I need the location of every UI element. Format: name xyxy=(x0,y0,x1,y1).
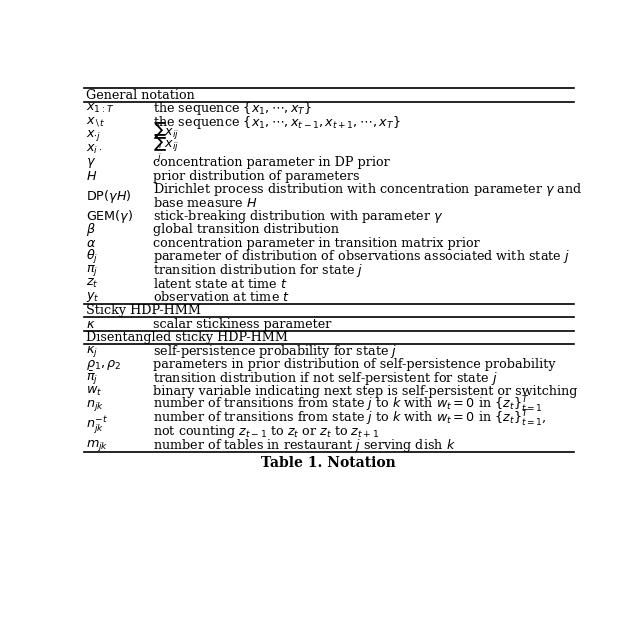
Text: $x_{\cdot j}$: $x_{\cdot j}$ xyxy=(86,128,101,143)
Text: parameter of distribution of observations associated with state $j$: parameter of distribution of observation… xyxy=(154,248,570,266)
Text: $\gamma$: $\gamma$ xyxy=(86,156,96,170)
Text: $y_t$: $y_t$ xyxy=(86,290,100,304)
Text: $x_{1:T}$: $x_{1:T}$ xyxy=(86,102,114,115)
Text: binary variable indicating next step is self-persistent or switching: binary variable indicating next step is … xyxy=(154,385,578,398)
Text: $w_t$: $w_t$ xyxy=(86,385,102,398)
Text: $\pi_j$: $\pi_j$ xyxy=(86,263,98,278)
Text: the sequence $\{x_1, \cdots, x_{t-1}, x_{t+1}, \cdots, x_T\}$: the sequence $\{x_1, \cdots, x_{t-1}, x_… xyxy=(154,114,401,131)
Text: $n_{jk}$: $n_{jk}$ xyxy=(86,397,104,413)
Text: $\bar{\pi}_j$: $\bar{\pi}_j$ xyxy=(86,369,99,387)
Text: transition distribution if not self-persistent for state $j$: transition distribution if not self-pers… xyxy=(154,370,498,386)
Text: $x_{i\cdot}$: $x_{i\cdot}$ xyxy=(86,143,102,156)
Text: number of transitions from state $j$ to $k$ with $w_t = 0$ in $\{z_t\}_{t=1}^T$: number of transitions from state $j$ to … xyxy=(154,395,543,415)
Text: $\alpha$: $\alpha$ xyxy=(86,237,96,250)
Text: prior distribution of parameters: prior distribution of parameters xyxy=(154,170,360,183)
Text: number of tables in restaurant $j$ serving dish $k$: number of tables in restaurant $j$ servi… xyxy=(154,437,456,454)
Text: General notation: General notation xyxy=(86,89,195,102)
Text: not counting $z_{t-1}$ to $z_t$ or $z_t$ to $z_{t+1}$: not counting $z_{t-1}$ to $z_t$ or $z_t$… xyxy=(154,424,380,440)
Text: Table 1. Notation: Table 1. Notation xyxy=(260,456,396,470)
Text: $\mathrm{DP}(\gamma H)$: $\mathrm{DP}(\gamma H)$ xyxy=(86,188,131,204)
Text: $\theta_j$: $\theta_j$ xyxy=(86,248,99,266)
Text: stick-breaking distribution with parameter $\gamma$: stick-breaking distribution with paramet… xyxy=(154,208,444,225)
Text: Disentangled sticky HDP-HMM: Disentangled sticky HDP-HMM xyxy=(86,331,288,344)
Text: parameters in prior distribution of self-persistence probability: parameters in prior distribution of self… xyxy=(154,358,556,371)
Text: concentration parameter in transition matrix prior: concentration parameter in transition ma… xyxy=(154,237,480,250)
Text: transition distribution for state $j$: transition distribution for state $j$ xyxy=(154,262,364,279)
Text: Dirichlet process distribution with concentration parameter $\gamma$ and: Dirichlet process distribution with conc… xyxy=(154,181,582,198)
Text: the sequence $\{x_1, \cdots, x_T\}$: the sequence $\{x_1, \cdots, x_T\}$ xyxy=(154,100,313,117)
Text: $H$: $H$ xyxy=(86,170,97,183)
Text: $\sum_j x_{ij}$: $\sum_j x_{ij}$ xyxy=(154,133,180,165)
Text: $\sum_i x_{ij}$: $\sum_i x_{ij}$ xyxy=(154,120,180,151)
Text: latent state at time $t$: latent state at time $t$ xyxy=(154,277,288,291)
Text: $z_t$: $z_t$ xyxy=(86,277,99,291)
Text: Sticky HDP-HMM: Sticky HDP-HMM xyxy=(86,304,201,317)
Text: $\kappa_j$: $\kappa_j$ xyxy=(86,343,98,359)
Text: number of transitions from state $j$ to $k$ with $w_t = 0$ in $\{z_t\}_{t=1}^T$,: number of transitions from state $j$ to … xyxy=(154,408,547,428)
Text: observation at time $t$: observation at time $t$ xyxy=(154,290,291,304)
Text: base measure $H$: base measure $H$ xyxy=(154,196,259,210)
Text: $\rho_1, \rho_2$: $\rho_1, \rho_2$ xyxy=(86,358,122,372)
Text: scalar stickiness parameter: scalar stickiness parameter xyxy=(154,318,332,331)
Text: $m_{jk}$: $m_{jk}$ xyxy=(86,438,108,453)
Text: $\kappa$: $\kappa$ xyxy=(86,318,95,331)
Text: self-persistence probability for state $j$: self-persistence probability for state $… xyxy=(154,343,397,359)
Text: concentration parameter in DP prior: concentration parameter in DP prior xyxy=(154,156,390,169)
Text: $\mathrm{GEM}(\gamma)$: $\mathrm{GEM}(\gamma)$ xyxy=(86,208,133,225)
Text: global transition distribution: global transition distribution xyxy=(154,224,339,237)
Text: $x_{\setminus t}$: $x_{\setminus t}$ xyxy=(86,116,106,129)
Text: $\beta$: $\beta$ xyxy=(86,221,96,239)
Text: $n_{jk}^{-t}$: $n_{jk}^{-t}$ xyxy=(86,415,108,436)
